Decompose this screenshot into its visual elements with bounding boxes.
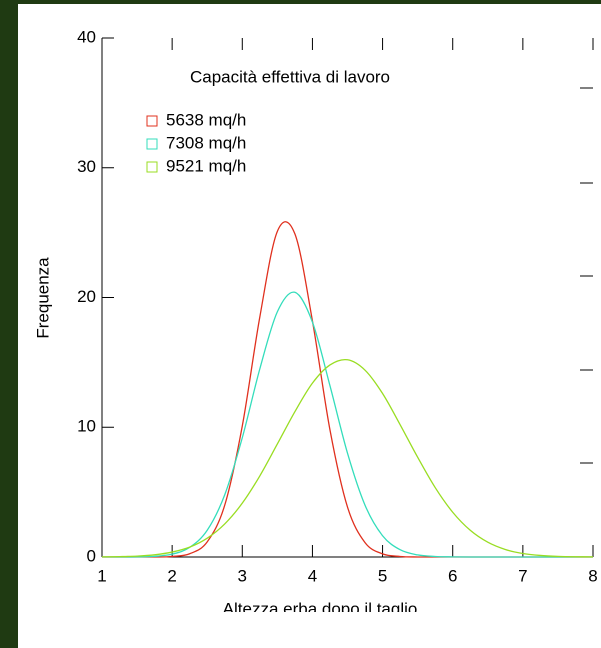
y-tick-label: 20 <box>77 287 96 306</box>
x-tick-label: 1 <box>97 566 106 585</box>
legend-label: 7308 mq/h <box>166 133 246 152</box>
legend-swatch <box>146 161 158 173</box>
x-tick-label: 6 <box>448 566 457 585</box>
y-tick-label: 30 <box>77 157 96 176</box>
x-tick-label: 3 <box>238 566 247 585</box>
y-tick-label: 40 <box>77 27 96 46</box>
y-axis-label: Frequenza <box>33 257 52 339</box>
legend-swatch <box>146 115 158 127</box>
plot: Capacità effettiva di lavoro Altezza erb… <box>33 27 597 618</box>
legend-label: 5638 mq/h <box>166 110 246 129</box>
legend-title: Capacità effettiva di lavoro <box>190 67 390 86</box>
x-tick-label: 8 <box>588 566 597 585</box>
panel <box>18 4 601 648</box>
y-tick-label: 0 <box>87 546 96 565</box>
legend-label: 9521 mq/h <box>166 156 246 175</box>
series-line <box>101 358 594 558</box>
x-tick-label: 4 <box>308 566 317 585</box>
y-tick-label: 10 <box>77 417 96 436</box>
x-tick-label: 5 <box>378 566 387 585</box>
series-line <box>101 291 593 558</box>
x-axis-label: Altezza erba dopo il taglio <box>223 599 418 618</box>
x-tick-label: 7 <box>518 566 527 585</box>
x-tick-label: 2 <box>167 566 176 585</box>
legend-swatch <box>146 138 158 150</box>
